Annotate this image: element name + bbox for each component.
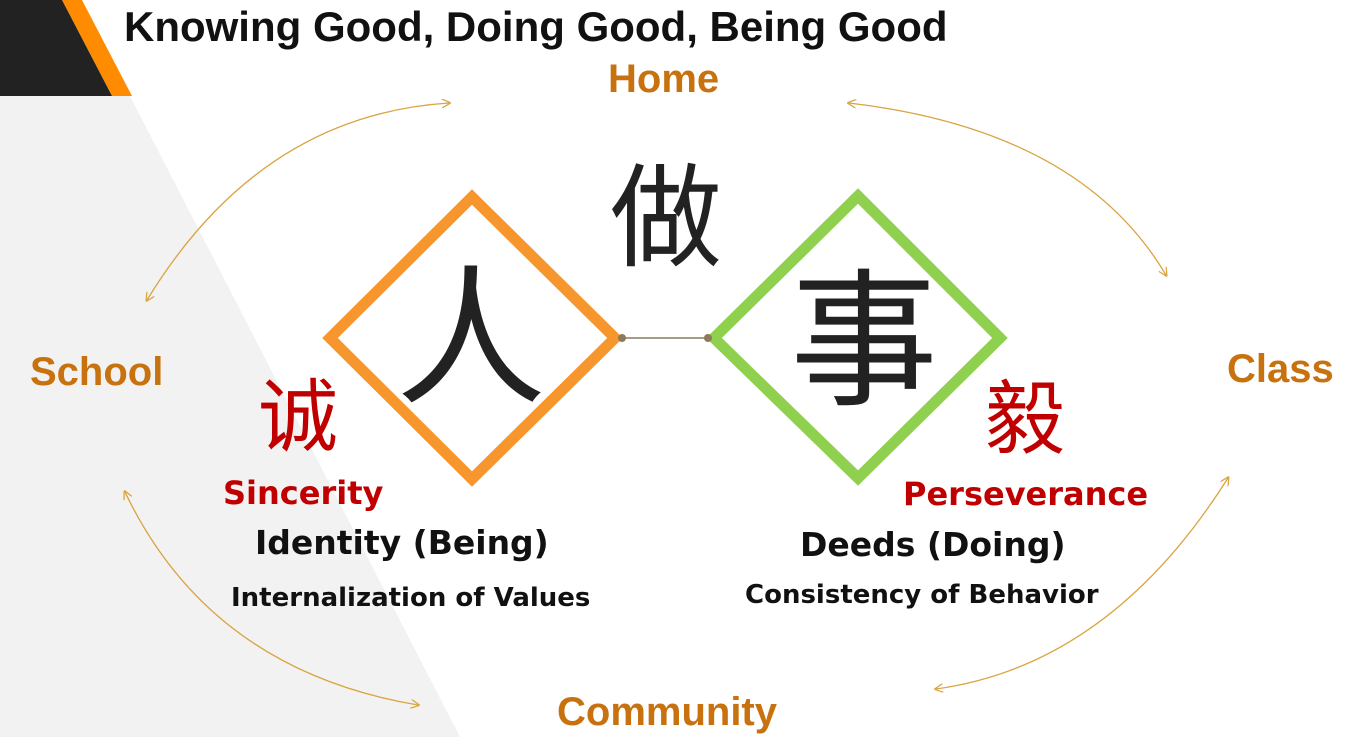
doing-character: 事: [790, 256, 938, 428]
corner-accent-dark: [0, 0, 112, 96]
being-diamond: [322, 189, 623, 487]
arrow-class-community: [936, 478, 1228, 689]
label-class: Class: [1227, 347, 1334, 391]
sincerity-character: 诚: [258, 371, 338, 464]
being-character: 人: [396, 253, 547, 427]
perseverance-character: 毅: [985, 373, 1065, 466]
page-title: Knowing Good, Doing Good, Being Good: [124, 3, 948, 50]
label-school: School: [30, 350, 164, 394]
sincerity-label: Sincerity: [223, 474, 384, 512]
deeds-label: Deeds (Doing): [800, 525, 1066, 564]
perseverance-label: Perseverance: [903, 475, 1149, 513]
arrow-school-community: [125, 492, 418, 705]
background-panel: [0, 96, 460, 737]
label-home: Home: [608, 57, 720, 101]
connector-dot-left: [618, 334, 626, 342]
label-community: Community: [557, 690, 777, 734]
doing-diamond: [706, 188, 1008, 486]
connector-dot-right: [704, 334, 712, 342]
corner-accent-orange: [62, 0, 132, 96]
arrow-home-class: [849, 103, 1166, 275]
identity-label: Identity (Being): [255, 523, 549, 562]
consistency-label: Consistency of Behavior: [745, 580, 1099, 610]
internalization-label: Internalization of Values: [231, 583, 591, 613]
center-character-do: 做: [610, 154, 722, 284]
arrow-home-school: [147, 103, 449, 300]
